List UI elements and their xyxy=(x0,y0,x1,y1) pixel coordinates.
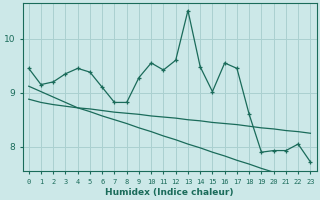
X-axis label: Humidex (Indice chaleur): Humidex (Indice chaleur) xyxy=(105,188,234,197)
